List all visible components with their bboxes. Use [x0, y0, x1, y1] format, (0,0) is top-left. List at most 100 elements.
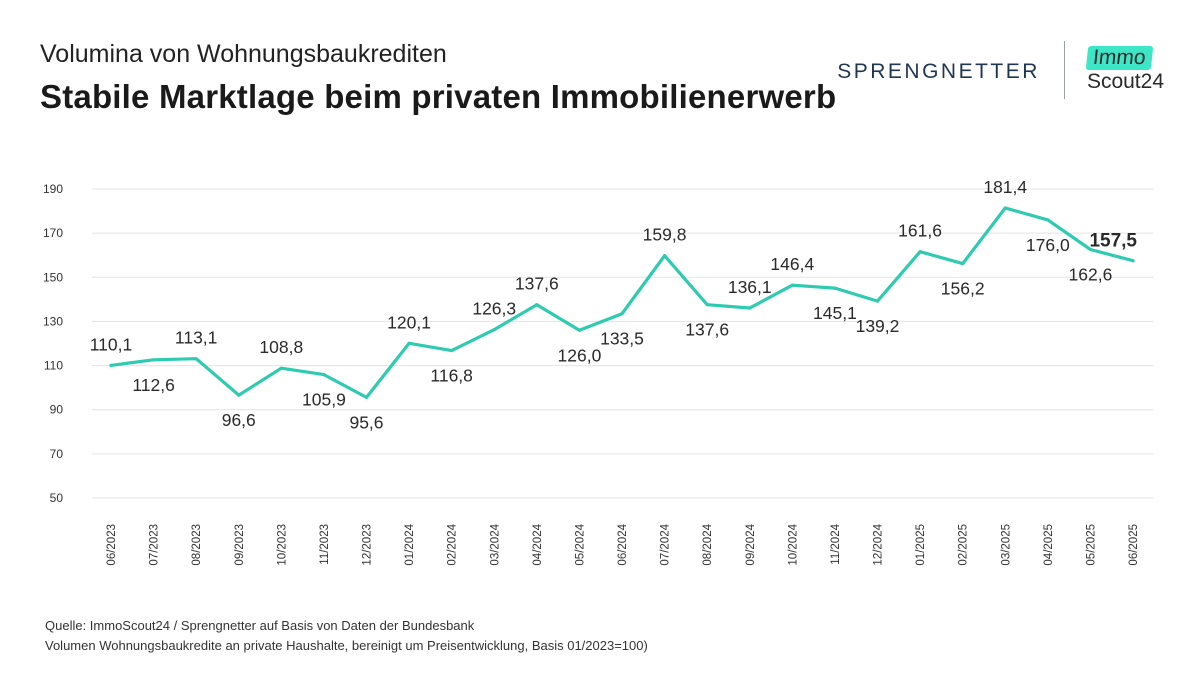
x-tick-label: 06/2023	[106, 524, 118, 566]
data-point	[961, 262, 965, 266]
y-tick-label: 170	[43, 226, 63, 240]
x-tick-label: 10/2024	[787, 523, 799, 565]
data-label: 105,9	[302, 390, 346, 410]
logo-divider	[1063, 41, 1065, 99]
data-label: 126,0	[558, 345, 602, 365]
data-point	[237, 393, 241, 397]
x-tick-label: 01/2025	[915, 524, 927, 566]
data-point	[109, 363, 113, 367]
data-point	[790, 283, 794, 287]
data-label: 181,4	[983, 177, 1027, 197]
x-tick-label: 09/2024	[745, 523, 757, 565]
x-tick-label: 11/2024	[830, 523, 842, 564]
data-label: 108,8	[259, 337, 303, 357]
data-point	[705, 303, 709, 307]
x-tick-label: 10/2023	[276, 524, 288, 566]
x-tick-label: 02/2024	[447, 523, 459, 565]
x-tick-label: 12/2024	[873, 523, 885, 565]
data-point	[918, 250, 922, 254]
data-label: 162,6	[1069, 264, 1113, 284]
data-label: 176,0	[1026, 235, 1070, 255]
x-tick-label: 06/2024	[617, 523, 629, 565]
data-point	[322, 373, 326, 377]
data-label: 112,6	[132, 375, 175, 395]
data-label: 96,6	[222, 410, 256, 430]
x-tick-label: 07/2023	[149, 524, 161, 566]
y-tick-label: 150	[43, 270, 63, 284]
data-point	[833, 286, 837, 290]
immoscout24-logo-bottom: Scout24	[1086, 70, 1164, 93]
y-tick-label: 110	[44, 359, 63, 373]
chart-source: Quelle: ImmoScout24 / Sprengnetter auf B…	[45, 616, 648, 656]
data-label: 145,1	[813, 303, 857, 323]
logo-area: SPRENGNETTER Immo Scout24	[837, 40, 1164, 100]
data-point	[875, 299, 880, 303]
data-label: 116,8	[430, 366, 473, 386]
x-tick-label: 06/2025	[1128, 524, 1140, 566]
data-point	[151, 358, 156, 362]
source-note: Volumen Wohnungsbaukredite an private Ha…	[45, 638, 648, 653]
x-axis: 06/2023 07/2023 08/2023 09/2023 10/2023 11/20…	[106, 523, 1140, 565]
data-point	[577, 328, 582, 332]
x-tick-label: 07/2024	[660, 523, 672, 565]
data-point	[620, 312, 624, 316]
data-point	[407, 341, 411, 345]
data-point	[662, 254, 667, 258]
x-tick-label: 11/2023	[319, 524, 331, 565]
x-tick-label: 08/2024	[702, 523, 714, 565]
data-label: 137,6	[515, 274, 559, 294]
data-label: 133,5	[600, 329, 644, 349]
data-point	[450, 348, 454, 353]
data-point	[1003, 206, 1007, 210]
source-line: Quelle: ImmoScout24 / Sprengnetter auf B…	[45, 618, 475, 633]
y-tick-label: 50	[50, 491, 64, 505]
data-point	[535, 303, 539, 307]
data-label: 157,5	[1089, 231, 1137, 252]
x-tick-label: 05/2024	[574, 523, 586, 565]
data-label: 159,8	[643, 225, 687, 245]
data-point	[748, 306, 752, 310]
data-label: 126,3	[472, 299, 516, 319]
x-tick-label: 03/2025	[1000, 524, 1012, 566]
x-tick-label: 03/2024	[489, 523, 501, 565]
y-tick-label: 70	[50, 447, 64, 461]
x-tick-label: 09/2023	[234, 524, 246, 566]
chart-subtitle: Volumina von Wohnungsbaukrediten	[40, 40, 447, 68]
y-tick-label: 90	[50, 403, 64, 417]
data-point	[1046, 218, 1050, 222]
x-tick-label: 12/2023	[362, 524, 374, 566]
data-point	[492, 327, 496, 332]
x-tick-label: 05/2025	[1085, 524, 1097, 566]
data-label: 146,4	[770, 254, 814, 274]
data-point	[1088, 247, 1093, 252]
immoscout24-logo: Immo Scout24	[1065, 46, 1164, 94]
data-point	[279, 366, 283, 370]
y-tick-label: 130	[43, 314, 63, 328]
data-label: 120,1	[387, 312, 431, 332]
sprengnetter-logo: SPRENGNETTER	[837, 60, 1040, 83]
x-tick-label: 01/2024	[404, 523, 416, 565]
data-label: 156,2	[941, 279, 985, 299]
data-label: 136,1	[728, 277, 772, 297]
x-tick-label: 08/2023	[191, 524, 203, 566]
data-label: 139,2	[856, 316, 900, 336]
data-label: 113,1	[175, 328, 218, 348]
x-tick-label: 04/2025	[1043, 524, 1055, 566]
data-label: 137,6	[685, 320, 729, 340]
chart-title: Stabile Marktlage beim privaten Immobili…	[40, 78, 837, 115]
x-tick-label: 02/2025	[958, 524, 970, 566]
data-point	[1131, 259, 1135, 263]
data-label: 95,6	[349, 412, 383, 432]
data-label: 161,6	[898, 221, 942, 241]
x-tick-label: 04/2024	[532, 523, 544, 565]
data-point	[364, 395, 369, 399]
chart-grid	[92, 188, 1153, 499]
data-point	[194, 357, 198, 361]
y-axis: 50 70 90 110 130 150 170 190	[43, 182, 63, 505]
data-label: 110,1	[90, 334, 133, 354]
series-line-group	[109, 206, 1135, 399]
series-line	[109, 206, 1135, 399]
y-tick-label: 190	[43, 182, 63, 196]
data-labels: 110,1 112,6 113,1 96,6 108,8 105,995,6 120,1 11…	[90, 177, 1138, 432]
